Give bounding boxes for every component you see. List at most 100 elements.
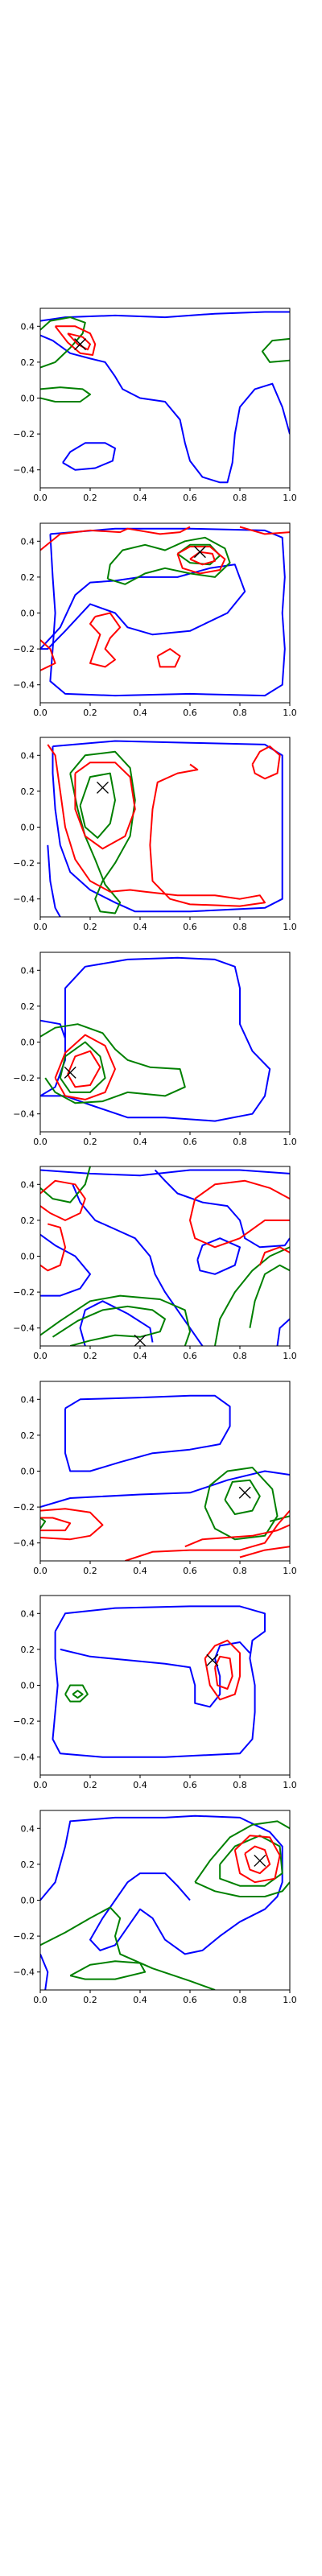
y-tick-label: −0.2 bbox=[13, 858, 35, 869]
contour-line bbox=[239, 526, 290, 535]
contour-line bbox=[40, 1470, 290, 1509]
contour-line bbox=[106, 536, 231, 585]
y-tick-label: −0.4 bbox=[13, 680, 35, 691]
x-marker bbox=[74, 338, 87, 351]
contour-line bbox=[64, 1684, 89, 1703]
x-tick-label: 0.4 bbox=[133, 922, 147, 932]
x-marker bbox=[193, 546, 206, 559]
contour-line bbox=[258, 1246, 290, 1266]
x-tick-label: 1.0 bbox=[283, 922, 297, 932]
x-tick-label: 0.6 bbox=[183, 1995, 197, 2005]
contour-line bbox=[67, 332, 91, 351]
y-tick-label: −0.2 bbox=[13, 644, 35, 654]
y-tick-label: 0.0 bbox=[21, 1038, 35, 1048]
x-tick-label: 0.8 bbox=[233, 922, 247, 932]
y-tick-label: 0.0 bbox=[21, 823, 35, 833]
y-tick-label: −0.4 bbox=[13, 465, 35, 476]
plot-frame bbox=[39, 1810, 291, 1991]
contour-line bbox=[62, 442, 116, 471]
y-tick-label: 0.2 bbox=[21, 1860, 35, 1870]
contour-line bbox=[249, 1264, 290, 1328]
x-tick-label: 0.2 bbox=[83, 493, 97, 503]
x-tick-label: 0.0 bbox=[33, 922, 47, 932]
contour-line bbox=[214, 1246, 290, 1346]
x-tick-label: 0.8 bbox=[233, 493, 247, 503]
contour-line bbox=[40, 1166, 91, 1203]
y-tick-label: 0.4 bbox=[21, 321, 35, 332]
contour-line bbox=[239, 1546, 290, 1558]
y-tick-label: 0.2 bbox=[21, 1430, 35, 1441]
contour-line bbox=[176, 546, 226, 575]
y-tick-label: 0.2 bbox=[21, 1216, 35, 1226]
x-marker-stroke bbox=[193, 546, 206, 559]
y-tick-label: 0.2 bbox=[21, 1001, 35, 1012]
contour-line bbox=[251, 745, 281, 780]
x-tick-label: 0.4 bbox=[133, 708, 147, 718]
x-tick-label: 0.0 bbox=[33, 1137, 47, 1147]
contour-line bbox=[233, 1835, 281, 1884]
contour-line bbox=[204, 1467, 279, 1541]
y-tick-label: −0.2 bbox=[13, 1502, 35, 1513]
contour-line bbox=[60, 1641, 251, 1708]
y-tick-label: 0.0 bbox=[21, 1467, 35, 1477]
contour-line bbox=[72, 1690, 84, 1699]
x-tick-label: 1.0 bbox=[283, 493, 297, 503]
contour-panel-2: 0.0 0.2 0.4 0.6 0.8 1.0 0.4 0.2 0.0 −0.2 −0.4 bbox=[13, 522, 297, 718]
contour-line bbox=[74, 762, 136, 850]
x-marker-stroke bbox=[238, 1486, 251, 1499]
contour-line bbox=[40, 316, 86, 369]
x-tick-label: 0.4 bbox=[133, 1137, 147, 1147]
contour-line bbox=[40, 1954, 49, 1990]
contour-panel-1: 0.0 0.2 0.4 0.6 0.8 1.0 0.4 0.2 0.0 −0.2 −0.4 bbox=[13, 308, 297, 503]
contour-lines bbox=[40, 1166, 290, 1346]
y-tick-label: 0.0 bbox=[21, 1896, 35, 1906]
contour-line bbox=[269, 1515, 290, 1522]
x-marker-stroke bbox=[74, 338, 87, 351]
contour-lines bbox=[40, 526, 290, 697]
x-tick-label: 0.8 bbox=[233, 1995, 247, 2005]
contour-line bbox=[89, 612, 122, 668]
contour-line bbox=[40, 526, 191, 551]
contour-line bbox=[196, 1237, 241, 1275]
y-tick-label: 0.2 bbox=[21, 1645, 35, 1655]
x-tick-label: 0.0 bbox=[33, 493, 47, 503]
contour-line bbox=[40, 1508, 104, 1541]
y-tick-label: −0.4 bbox=[13, 1109, 35, 1120]
contour-line bbox=[40, 1814, 283, 1955]
x-marker-stroke bbox=[64, 1066, 76, 1079]
contour-line bbox=[189, 1198, 290, 1249]
y-tick-label: −0.4 bbox=[13, 894, 35, 905]
x-tick-label: 0.8 bbox=[233, 708, 247, 718]
y-tick-label: 0.2 bbox=[21, 572, 35, 583]
contour-line bbox=[52, 740, 283, 913]
y-tick-label: 0.4 bbox=[21, 750, 35, 761]
contour-line bbox=[194, 1820, 290, 1883]
contour-line bbox=[40, 386, 91, 402]
contour-lines bbox=[52, 1605, 266, 1758]
contour-line bbox=[244, 1845, 271, 1875]
y-tick-label: 0.4 bbox=[21, 1179, 35, 1190]
y-tick-label: −0.2 bbox=[13, 1931, 35, 1942]
y-tick-label: −0.2 bbox=[13, 1716, 35, 1727]
contour-line bbox=[40, 1023, 186, 1104]
x-tick-label: 0.4 bbox=[133, 1995, 147, 2005]
contour-line bbox=[69, 1960, 147, 1980]
contour-lines bbox=[40, 1394, 290, 1561]
contour-line bbox=[47, 844, 61, 917]
y-tick-label: 0.4 bbox=[21, 536, 35, 547]
x-tick-label: 0.8 bbox=[233, 1780, 247, 1790]
x-tick-label: 0.2 bbox=[83, 1137, 97, 1147]
y-tick-label: 0.0 bbox=[21, 1252, 35, 1262]
x-tick-label: 0.2 bbox=[83, 1566, 97, 1576]
x-tick-label: 0.8 bbox=[233, 1566, 247, 1576]
x-tick-label: 1.0 bbox=[283, 1780, 297, 1790]
x-tick-label: 1.0 bbox=[283, 1137, 297, 1147]
y-tick-label: 0.4 bbox=[21, 1608, 35, 1619]
x-tick-label: 0.8 bbox=[233, 1137, 247, 1147]
x-tick-label: 0.6 bbox=[183, 1137, 197, 1147]
contour-lines bbox=[40, 1814, 290, 1990]
contour-line bbox=[79, 1300, 154, 1346]
x-tick-label: 0.0 bbox=[33, 1995, 47, 2005]
x-tick-label: 0.0 bbox=[33, 1351, 47, 1361]
contour-panel-4: 0.0 0.2 0.4 0.6 0.8 1.0 0.4 0.2 0.0 −0.2 −0.4 bbox=[13, 952, 297, 1147]
